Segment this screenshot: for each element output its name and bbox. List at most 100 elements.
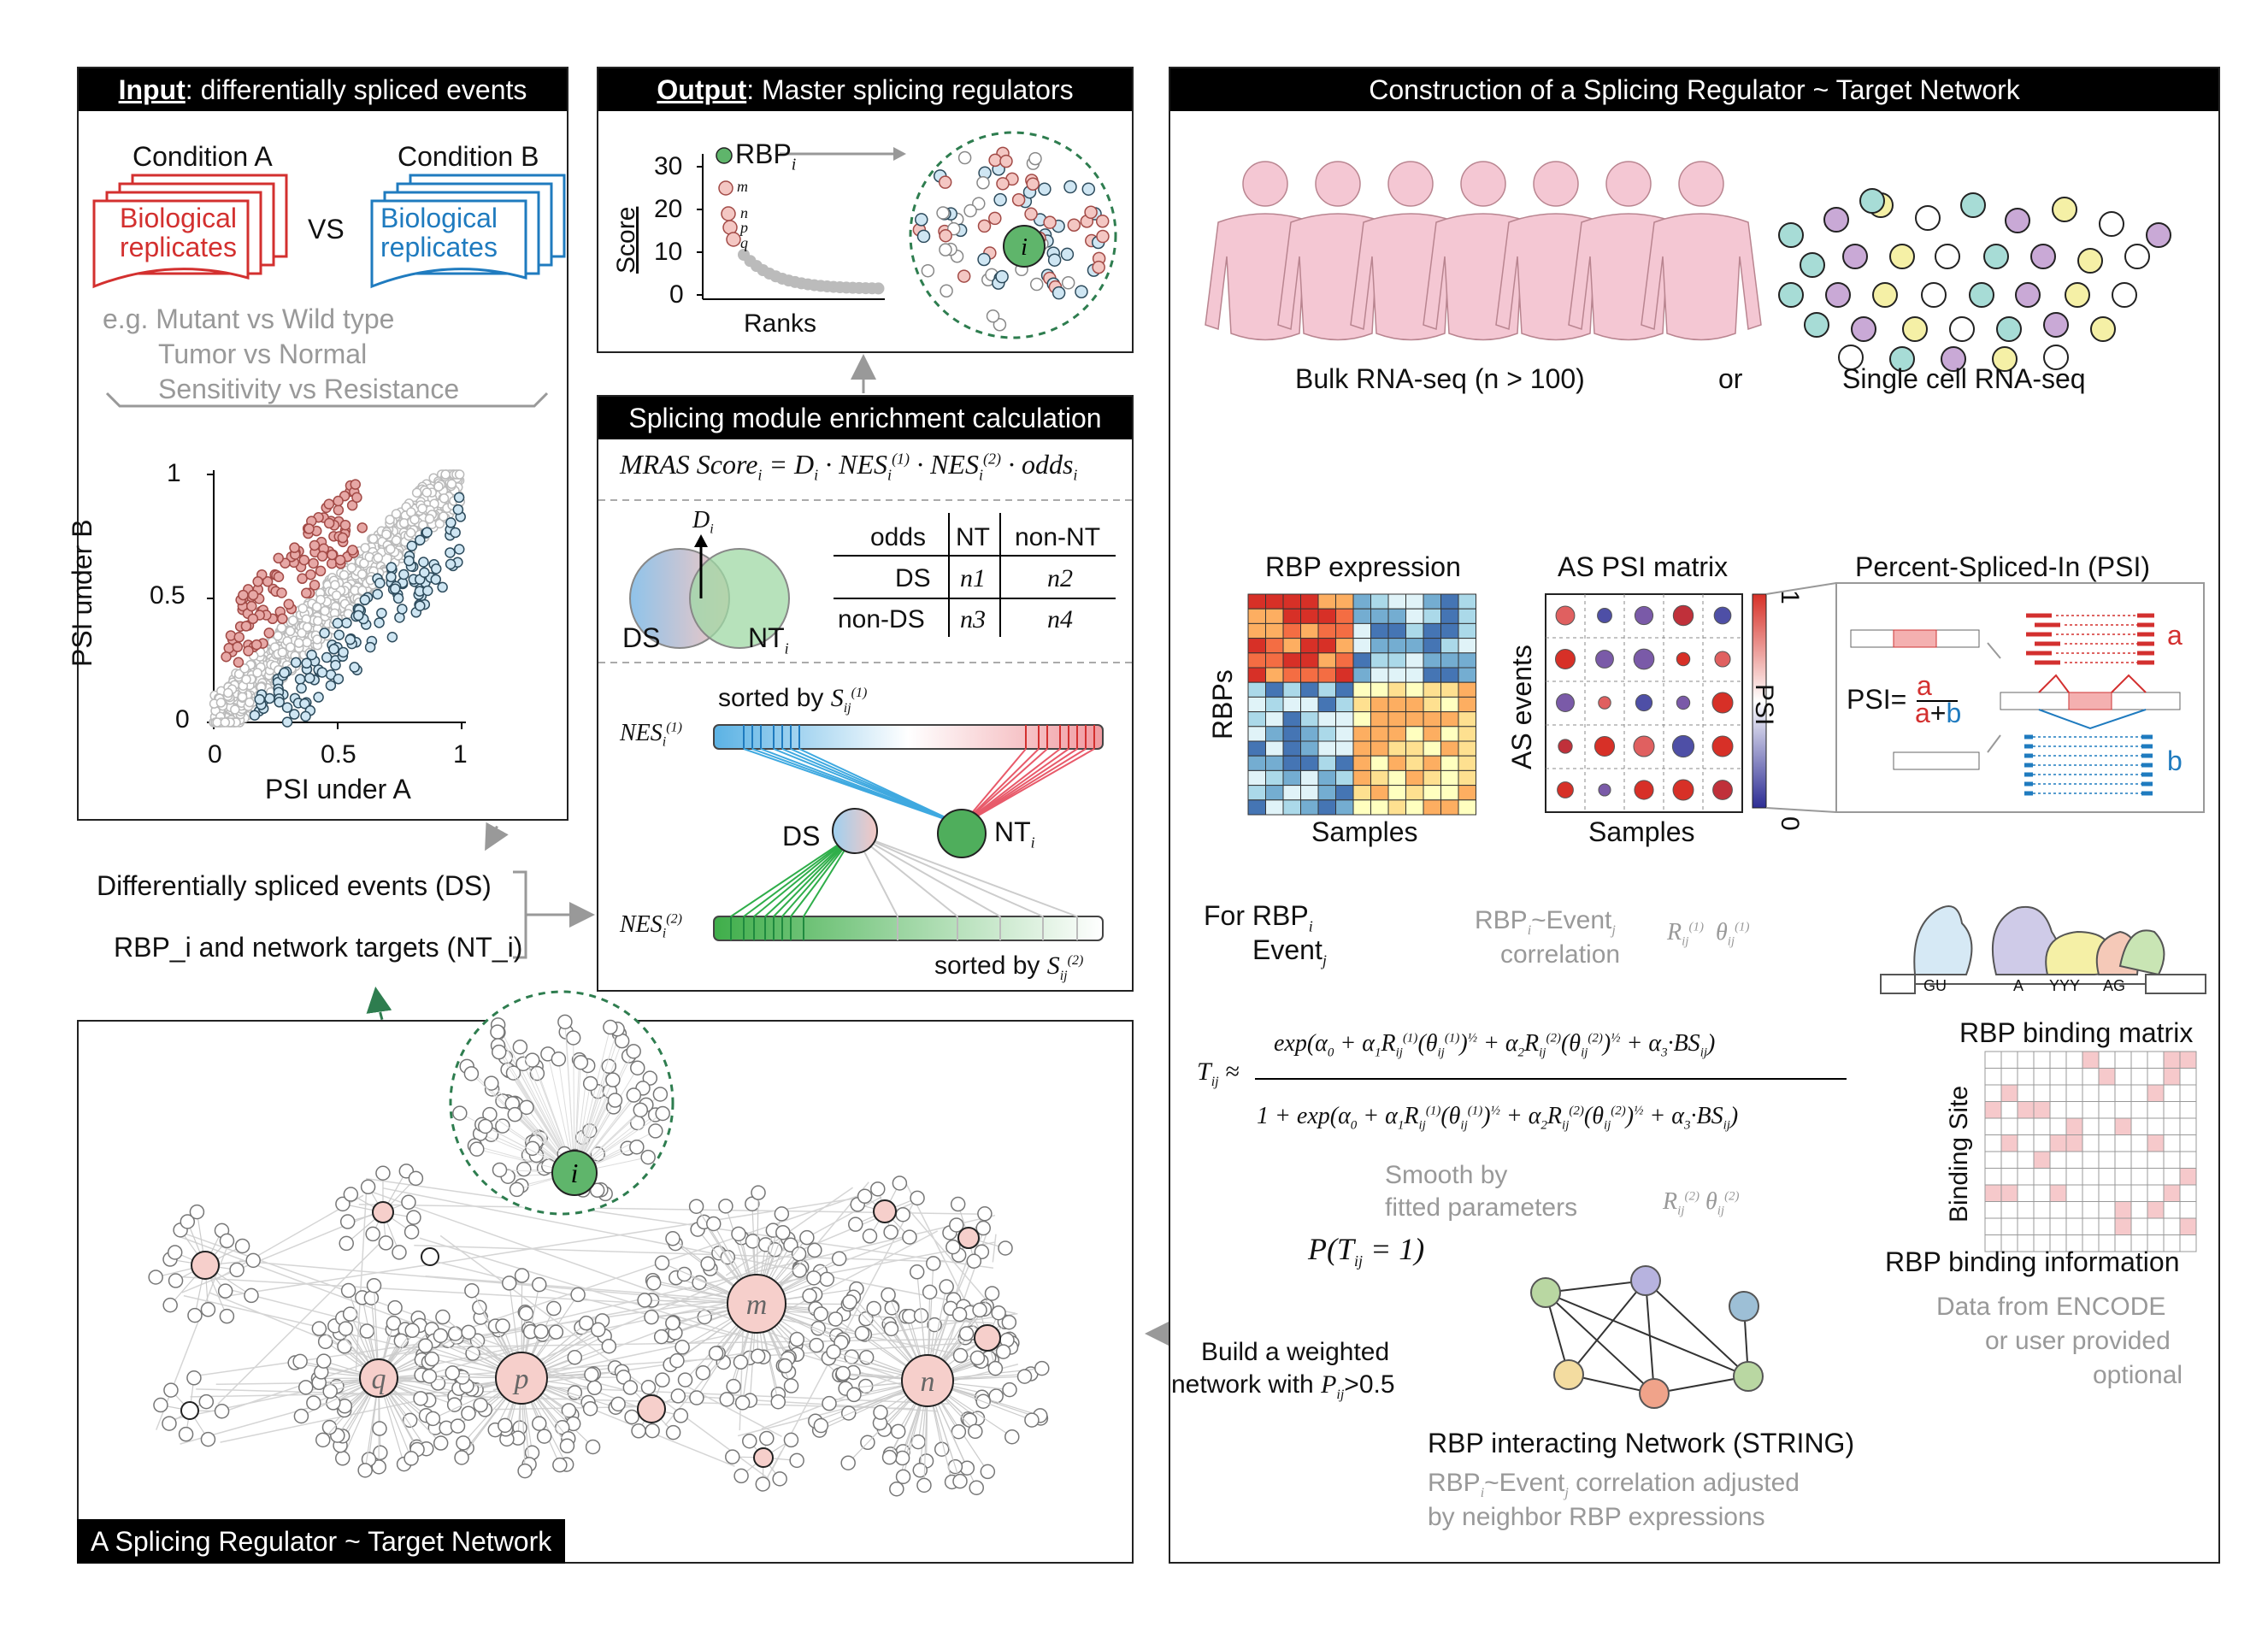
binding-cell — [2049, 1151, 2067, 1169]
module-member — [1061, 276, 1075, 290]
binding-cell — [2082, 1068, 2100, 1086]
scatter-point-up — [334, 554, 346, 566]
binding-cell — [2179, 1184, 2197, 1202]
scatter-point — [424, 514, 435, 524]
binding-cell — [2179, 1134, 2197, 1152]
binding-cell — [1984, 1151, 2002, 1169]
binding-site-label: Binding Site — [1945, 1085, 1973, 1223]
binding-cell — [2082, 1168, 2100, 1186]
binding-cell — [2147, 1134, 2165, 1152]
binding-cell — [2130, 1201, 2148, 1219]
binding-cell — [2098, 1184, 2116, 1202]
binding-cell — [2065, 1068, 2083, 1086]
nes2-label: NESi(2) — [620, 911, 682, 941]
scatter-point — [285, 642, 296, 652]
module-member — [996, 177, 1010, 191]
scatter-point-up — [273, 571, 285, 583]
scatter-point — [312, 634, 322, 645]
eg-line1: e.g. Mutant vs Wild type — [103, 303, 395, 334]
module-member — [936, 206, 950, 220]
point-q: q — [740, 234, 748, 251]
vs-label: VS — [308, 214, 345, 245]
scatter-point-up — [247, 613, 259, 625]
network-node — [180, 1214, 196, 1229]
binding-cell — [2179, 1084, 2197, 1102]
scatter-point-down — [406, 540, 418, 551]
scatter-point-down — [249, 710, 261, 721]
binding-cell — [2163, 1184, 2181, 1202]
scatter-point-down — [415, 600, 426, 611]
venn-nt-label: NTi — [748, 622, 789, 657]
binding-cell — [2049, 1201, 2067, 1219]
scatter-point-up — [273, 552, 284, 564]
scatter-point-down — [437, 581, 448, 593]
binding-cell — [2033, 1101, 2051, 1119]
binding-cell — [2065, 1184, 2083, 1202]
binding-cell — [2033, 1151, 2051, 1169]
binding-cell — [2017, 1101, 2035, 1119]
binding-cell — [2065, 1201, 2083, 1219]
scatter-point — [277, 647, 288, 657]
binding-cell — [2163, 1151, 2181, 1169]
binding-cell — [2000, 1217, 2018, 1235]
x-tick-0: 0 — [208, 740, 222, 769]
scatter-point-up — [356, 522, 368, 533]
scatter-point — [433, 481, 444, 492]
network-node — [200, 1302, 216, 1317]
scatter-point — [311, 602, 322, 612]
binding-cell — [2098, 1151, 2116, 1169]
module-hub-label: i — [1021, 234, 1028, 261]
binding-cell — [2114, 1217, 2132, 1235]
network-edge — [366, 1177, 994, 1270]
scatter-point-down — [364, 641, 376, 653]
scatter-point-down — [333, 673, 345, 685]
scatter-point — [454, 469, 465, 480]
module-member — [977, 219, 992, 233]
binding-cell — [2000, 1151, 2018, 1169]
scatter-point-up — [347, 545, 358, 556]
network-node — [372, 1421, 387, 1436]
binding-cell — [2065, 1117, 2083, 1135]
scatter-point — [360, 543, 370, 553]
scatter-point-down — [321, 651, 333, 663]
scatter-point-up — [303, 523, 315, 534]
scatter-point-down — [325, 680, 337, 692]
binding-cell — [2049, 1051, 2067, 1069]
module-member — [993, 192, 1007, 207]
binding-cell — [2098, 1068, 2116, 1086]
network-node — [189, 1204, 205, 1220]
scatter-point — [346, 563, 357, 573]
table-h-odds: odds — [870, 523, 927, 551]
network-node — [365, 1226, 380, 1242]
scatter-point — [405, 527, 416, 538]
binding-cell — [2179, 1168, 2197, 1186]
binding-cell — [2163, 1084, 2181, 1102]
network-node — [219, 1233, 235, 1249]
binding-cell — [1984, 1117, 2002, 1135]
network-node — [168, 1273, 184, 1288]
binding-cell — [1984, 1084, 2002, 1102]
binding-cell — [2163, 1201, 2181, 1219]
network-node — [339, 1214, 356, 1229]
network-node — [234, 1238, 250, 1254]
scatter-point — [368, 533, 379, 545]
network-edge — [196, 1388, 913, 1410]
scatter-point — [302, 622, 313, 633]
scatter-point-down — [328, 644, 339, 655]
node-nt — [937, 809, 987, 858]
scatter-point-down — [404, 555, 415, 567]
scatter-point — [421, 487, 433, 498]
module-member — [1081, 182, 1096, 196]
encode-line-1: Data from ENCODE — [1936, 1293, 2166, 1321]
motif-a: A — [2013, 977, 2024, 994]
exon-right — [2145, 974, 2206, 994]
scatter-point-up — [250, 639, 262, 651]
module-member — [999, 154, 1013, 168]
scatter-point-up — [351, 492, 362, 504]
network-node — [446, 1397, 462, 1412]
binding-cell — [2065, 1084, 2083, 1102]
scatter-point — [386, 544, 396, 554]
scatter-point-down — [430, 563, 442, 574]
binding-cell — [2033, 1134, 2051, 1152]
